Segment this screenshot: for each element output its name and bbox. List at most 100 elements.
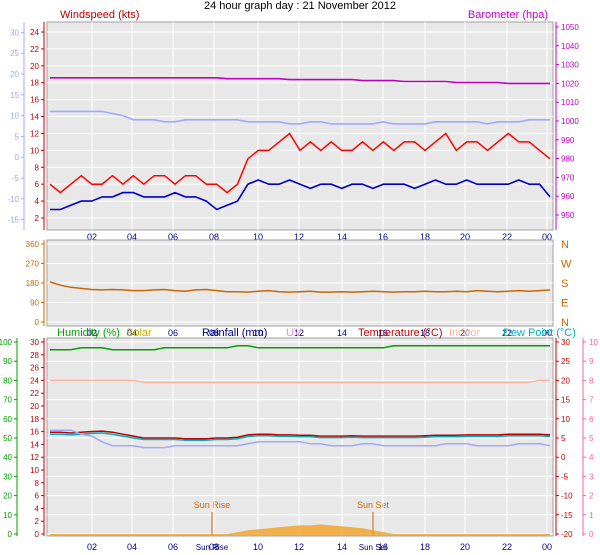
wind-x-tick-label: 06 (168, 232, 178, 242)
temp-right-tick-label: 20 (561, 376, 570, 385)
wind-x-tick-label: 08 (209, 232, 219, 242)
temp-x-tick-label: 06 (168, 542, 178, 552)
legend-humidity: Humidity (%) (57, 327, 120, 339)
humidity-tick-label: 70 (3, 396, 12, 405)
wind-x-tick-label: 04 (127, 232, 137, 242)
wind-series-line (50, 77, 550, 85)
legend-rainfall: Rainfall (mm) (202, 327, 267, 339)
temp-right-tick-label: 30 (561, 338, 570, 347)
direction-x-tick-label: 12 (294, 328, 304, 338)
temp-inner-tick-label: 20 (30, 402, 39, 411)
sunset-x-label: Sun Set (359, 543, 388, 552)
windspeed-tick-label: 18 (30, 79, 39, 88)
humidity-tick-label: 20 (3, 492, 12, 501)
direction-x-tick-label: 02 (87, 328, 97, 338)
wind-x-tick-label: 16 (378, 232, 388, 242)
humidity-tick-label: 30 (3, 472, 12, 481)
compass-label: N (561, 317, 569, 329)
humidity-tick-label: 40 (3, 453, 12, 462)
windspeed-axis-label: Windspeed (kts) (60, 9, 139, 21)
temp-right-tick-label: 10 (561, 415, 570, 424)
sunrise-x-label: Sun Rise (196, 543, 229, 552)
temp-inner-tick-label: 6 (35, 492, 40, 501)
windspeed-tick-label: 12 (30, 129, 39, 138)
windspeed-tick-label: 4 (35, 197, 40, 206)
direction-x-tick-label: 16 (378, 328, 388, 338)
temp-inner-tick-label: 26 (30, 364, 39, 373)
far-right-tick-label: 9 (589, 357, 594, 366)
direction-x-tick-label: 06 (168, 328, 178, 338)
wind-x-tick-label: 22 (502, 232, 512, 242)
barometer-tick-label: 1000 (561, 117, 579, 126)
direction-series-line (49, 281, 551, 293)
legend-uv: UV (286, 327, 302, 339)
barometer-tick-label: 980 (561, 155, 575, 164)
compass-label: S (561, 278, 568, 290)
temp-right-tick-label: 15 (561, 396, 570, 405)
direction-tick-label: 90 (30, 299, 39, 308)
wind-panel: Windspeed (kts) Barometer (hpa) -15 -10 -5… (7, 9, 579, 242)
temp-x-tick-label: 08 (209, 542, 219, 552)
humidity-tick-label: 80 (3, 376, 12, 385)
barometer-tick-label: 970 (561, 173, 575, 182)
sunset-annotation: Sun Set (357, 500, 390, 510)
temp-x-tick-label: 22 (502, 542, 512, 552)
far-right-tick-label: 5 (589, 434, 594, 443)
direction-x-tick-label: 10 (253, 328, 263, 338)
wind-left-tick-label: 15 (10, 91, 19, 100)
wind-x-tick-label: 10 (253, 232, 263, 242)
temp-inner-tick-label: 22 (30, 389, 39, 398)
barometer-tick-label: 960 (561, 192, 575, 201)
temp-series-line (50, 345, 550, 351)
far-right-tick-label: 2 (589, 492, 594, 501)
temp-inner-tick-label: 12 (30, 453, 39, 462)
direction-tick-label: 0 (35, 318, 40, 327)
windspeed-tick-label: 22 (30, 45, 39, 54)
wind-left-tick-label: -10 (7, 195, 19, 204)
temp-inner-tick-label: 10 (30, 466, 39, 475)
legend-temperature: Temperature (°C) (358, 327, 442, 339)
wind-series-line (50, 179, 551, 211)
far-right-tick-label: 0 (589, 530, 594, 539)
wind-x-tick-label: 12 (294, 232, 304, 242)
barometer-tick-label: 1010 (561, 98, 579, 107)
temp-right-tick-label: -10 (561, 492, 573, 501)
temp-x-tick-label: 20 (460, 542, 470, 552)
wind-left-tick-label: 10 (10, 112, 19, 121)
barometer-tick-label: 1030 (561, 61, 579, 70)
wind-x-tick-label: 02 (87, 232, 97, 242)
temp-right-tick-label: 5 (561, 434, 566, 443)
wind-left-tick-label: 0 (15, 153, 20, 162)
temp-right-tick-label: -20 (561, 530, 573, 539)
temp-inner-tick-label: 8 (35, 479, 40, 488)
humidity-tick-label: 90 (3, 357, 12, 366)
temp-series-line (50, 430, 551, 440)
barometer-tick-label: 1050 (561, 23, 579, 32)
windspeed-tick-label: 6 (35, 180, 40, 189)
compass-label: E (561, 298, 568, 310)
far-right-tick-label: 1 (589, 511, 594, 520)
legend-indoor: Indoor (449, 327, 481, 339)
temp-inner-tick-label: 0 (35, 530, 40, 539)
far-right-tick-label: 8 (589, 376, 594, 385)
temperature-panel: Humidity (%) Solar Rainfall (mm) UV Temp… (0, 327, 598, 552)
humidity-tick-label: 0 (8, 530, 13, 539)
humidity-tick-label: 10 (3, 511, 12, 520)
far-right-tick-label: 10 (589, 338, 598, 347)
temp-x-tick-label: 16 (378, 542, 388, 552)
barometer-axis-label: Barometer (hpa) (468, 9, 548, 21)
wind-left-tick-label: -5 (12, 174, 20, 183)
temp-x-tick-label: 00 (542, 542, 552, 552)
wind-left-tick-label: 20 (10, 70, 19, 79)
windspeed-tick-label: 14 (30, 113, 39, 122)
temp-x-tick-label: 10 (253, 542, 263, 552)
chart-title: 24 hour graph day : 21 November 2012 (204, 0, 396, 12)
humidity-tick-label: 60 (3, 415, 12, 424)
direction-x-tick-label: 18 (420, 328, 430, 338)
barometer-tick-label: 990 (561, 136, 575, 145)
barometer-tick-label: 1020 (561, 79, 579, 88)
wind-left-tick-label: 25 (10, 49, 19, 58)
direction-tick-label: 270 (26, 260, 40, 269)
